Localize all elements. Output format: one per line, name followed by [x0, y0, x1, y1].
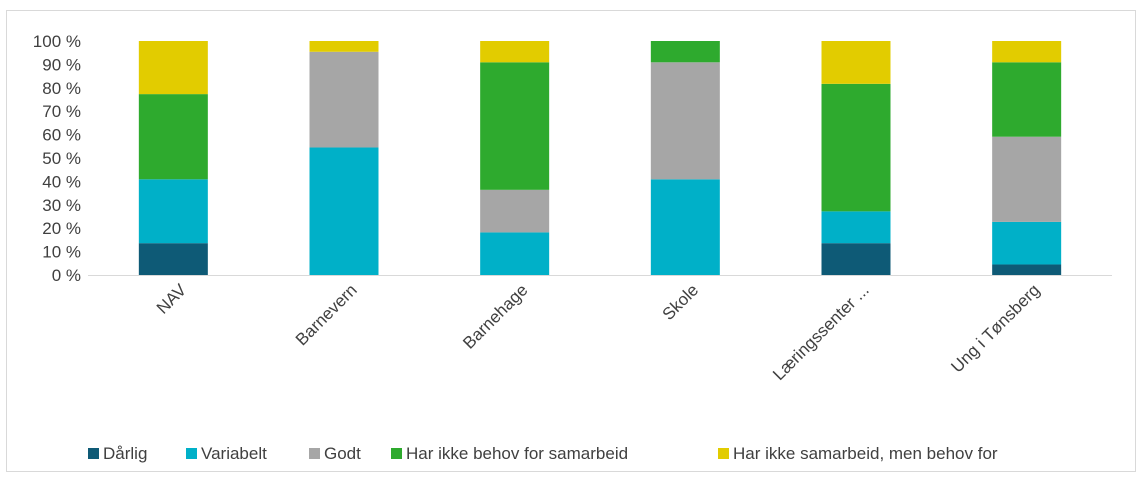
bar-segment: [821, 83, 891, 212]
bar-segment: [138, 243, 208, 275]
legend-swatch: [718, 448, 729, 459]
bar-segment: [309, 41, 379, 52]
legend-label: Har ikke behov for samarbeid: [406, 444, 628, 463]
legend-swatch: [309, 448, 320, 459]
y-tick-label: 100 %: [33, 32, 81, 51]
x-tick-label: NAV: [153, 280, 191, 318]
bar-segment: [992, 136, 1062, 222]
bar-segment: [992, 62, 1062, 137]
y-tick-label: 30 %: [42, 196, 81, 215]
y-tick-label: 90 %: [42, 55, 81, 74]
y-tick-label: 0 %: [52, 266, 81, 285]
y-tick-label: 70 %: [42, 102, 81, 121]
x-tick-label: Skole: [659, 280, 703, 324]
legend-swatch: [186, 448, 197, 459]
legend-label: Godt: [324, 444, 361, 463]
bar-segment: [480, 232, 550, 275]
legend-swatch: [391, 448, 402, 459]
y-tick-label: 80 %: [42, 79, 81, 98]
bar-segment: [821, 243, 891, 275]
bar-segment: [480, 41, 550, 63]
bar-segment: [480, 189, 550, 233]
legend-label: Variabelt: [201, 444, 267, 463]
bar-segment: [650, 179, 720, 275]
y-tick-label: 40 %: [42, 172, 81, 191]
bar-segment: [138, 179, 208, 244]
bar-segment: [992, 264, 1062, 275]
bar-segment: [650, 62, 720, 180]
bar-segment: [309, 51, 379, 148]
y-tick-label: 20 %: [42, 219, 81, 238]
x-tick-label: Læringssenter ...: [769, 280, 873, 384]
x-tick-label: Barnehage: [459, 280, 531, 352]
bar-segment: [138, 41, 208, 95]
legend-label: Dårlig: [103, 444, 147, 463]
bar-segment: [138, 94, 208, 180]
bar-segment: [821, 41, 891, 84]
x-tick-label: Ung i Tønsberg: [947, 280, 1043, 376]
bar-segment: [480, 62, 550, 190]
y-tick-label: 50 %: [42, 149, 81, 168]
bar-segment: [309, 147, 379, 275]
legend-label: Har ikke samarbeid, men behov for: [733, 444, 998, 463]
x-tick-label: Barnevern: [292, 280, 361, 349]
bar-segment: [821, 211, 891, 244]
bar-segment: [992, 221, 1062, 265]
y-tick-label: 60 %: [42, 126, 81, 145]
y-tick-label: 10 %: [42, 243, 81, 262]
legend-swatch: [88, 448, 99, 459]
bar-segment: [650, 41, 720, 63]
bar-segment: [992, 41, 1062, 63]
